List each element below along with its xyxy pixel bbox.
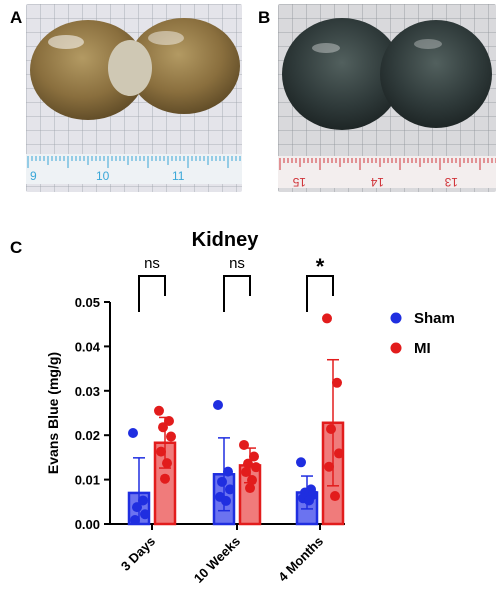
evans-blue-chart: Kidney Evans Blue (mg/g) 0.00 0.01 0.02 0.0… <box>0 210 498 606</box>
data-point-sham <box>140 509 150 520</box>
legend-label-sham: Sham <box>414 310 455 327</box>
data-point-sham <box>225 484 235 495</box>
data-point-mi <box>158 422 168 433</box>
data-point-sham <box>132 502 142 513</box>
y-axis-label: Evans Blue (mg/g) <box>45 352 61 474</box>
ruler-a: 9 10 11 <box>26 154 242 184</box>
data-point-mi <box>239 439 249 450</box>
data-point-mi <box>166 431 176 442</box>
data-point-mi <box>251 462 261 473</box>
significance-bracket <box>223 275 251 312</box>
x-tick-label: 3 Days <box>118 534 158 574</box>
data-point-mi <box>162 458 172 469</box>
photo-kidney-mi: 15 14 13 <box>278 4 496 192</box>
panel-label-a: A <box>10 8 23 27</box>
photo-b-graphic: 15 14 13 <box>278 4 496 192</box>
data-point-mi <box>160 473 170 484</box>
kidney-a <box>30 18 240 120</box>
data-point-mi <box>249 451 259 462</box>
photo-a-graphic: 9 10 11 <box>26 4 242 192</box>
data-point-sham <box>217 476 227 487</box>
data-point-mi <box>324 461 334 472</box>
y-tick-label: 0.02 <box>75 428 100 443</box>
y-tick-label: 0.05 <box>75 295 100 310</box>
data-point-mi <box>245 483 255 494</box>
panel-label-b: B <box>258 8 271 27</box>
chart-svg: Kidney Evans Blue (mg/g) 0.00 0.01 0.02 0.0… <box>45 229 455 586</box>
kidney-b <box>282 18 492 130</box>
ruler-b-label-14: 14 <box>370 175 384 189</box>
significance-label: * <box>316 254 325 279</box>
data-point-mi <box>330 491 340 502</box>
ruler-a-label-11: 11 <box>172 169 185 183</box>
chart-title: Kidney <box>192 229 260 251</box>
data-point-sham <box>128 427 138 438</box>
data-point-mi <box>154 405 164 416</box>
data-point-mi <box>243 458 253 469</box>
significance-bracket <box>306 275 334 312</box>
ruler-b-label-15: 15 <box>292 175 306 189</box>
data-point-mi <box>322 313 332 324</box>
legend-marker-sham <box>390 312 402 324</box>
data-point-sham <box>304 495 314 506</box>
data-point-mi <box>156 446 166 457</box>
ruler-b: 15 14 13 <box>278 156 496 189</box>
x-tick-label: 4 Months <box>275 534 326 585</box>
significance-bracket <box>138 275 166 312</box>
data-point-mi <box>164 415 174 426</box>
data-point-sham <box>213 400 223 411</box>
ruler-a-label-9: 9 <box>30 169 37 183</box>
legend-marker-mi <box>390 342 402 354</box>
legend-label-mi: MI <box>414 340 431 357</box>
panel-label-c: C <box>10 238 23 257</box>
data-point-sham <box>223 466 233 477</box>
data-point-mi <box>326 423 336 434</box>
data-point-sham <box>296 457 306 468</box>
ruler-a-label-10: 10 <box>96 169 110 183</box>
y-tick-label: 0.03 <box>75 384 100 399</box>
data-point-sham <box>138 495 148 506</box>
x-tick-label: 10 Weeks <box>191 534 243 586</box>
data-point-sham <box>130 515 140 526</box>
ruler-b-label-13: 13 <box>444 175 458 189</box>
significance-label: ns <box>229 255 245 272</box>
data-point-mi <box>247 475 257 486</box>
data-point-mi <box>241 467 251 478</box>
y-tick-label: 0.01 <box>75 473 100 488</box>
significance-label: ns <box>144 255 160 272</box>
data-point-mi <box>332 377 342 388</box>
photo-kidney-sham: 9 10 11 <box>26 4 242 192</box>
data-point-sham <box>221 495 231 506</box>
y-tick-label: 0.00 <box>75 517 100 532</box>
data-point-mi <box>334 448 344 459</box>
y-tick-label: 0.04 <box>75 339 101 354</box>
